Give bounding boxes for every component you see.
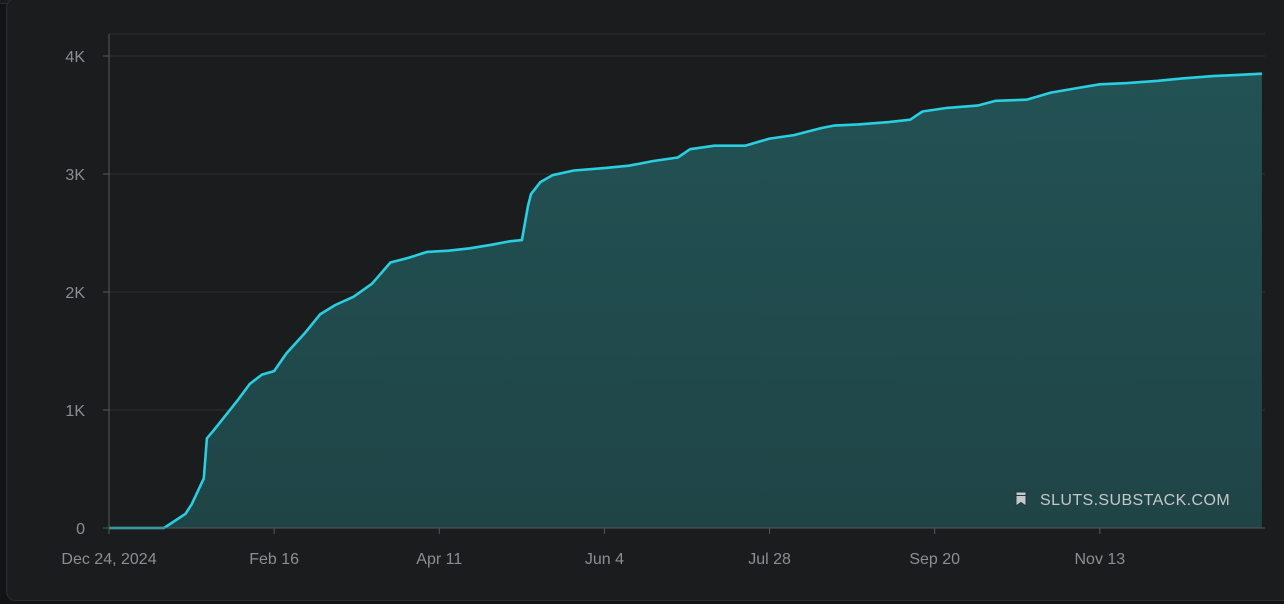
x-tick-label: Jun 4 (585, 551, 624, 568)
y-tick-label: 1K (65, 403, 85, 420)
bookmark-icon (1015, 491, 1027, 507)
area-fill (109, 73, 1262, 528)
tick-labels: 0 1K 2K 3K 4K Dec 24, 2024 Feb 16 Apr 11 Jun 4 Ju… (61, 49, 1125, 568)
x-tick-label: Nov 13 (1075, 551, 1126, 568)
x-tick-label: Sep 20 (909, 551, 960, 568)
axes (103, 34, 1265, 534)
x-tick-label: Dec 24, 2024 (61, 551, 156, 568)
y-tick-label: 2K (65, 285, 85, 302)
x-tick-label: Feb 16 (249, 551, 299, 568)
y-tick-label: 0 (76, 521, 85, 538)
watermark: SLUTS.SUBSTACK.COM (1015, 491, 1230, 509)
series-line (109, 72, 1262, 530)
x-tick-label: Apr 11 (416, 551, 462, 568)
watermark-text: SLUTS.SUBSTACK.COM (1040, 492, 1230, 509)
x-tick-label: Jul 28 (748, 551, 791, 568)
y-tick-label: 4K (65, 49, 85, 66)
y-tick-label: 3K (65, 167, 85, 184)
